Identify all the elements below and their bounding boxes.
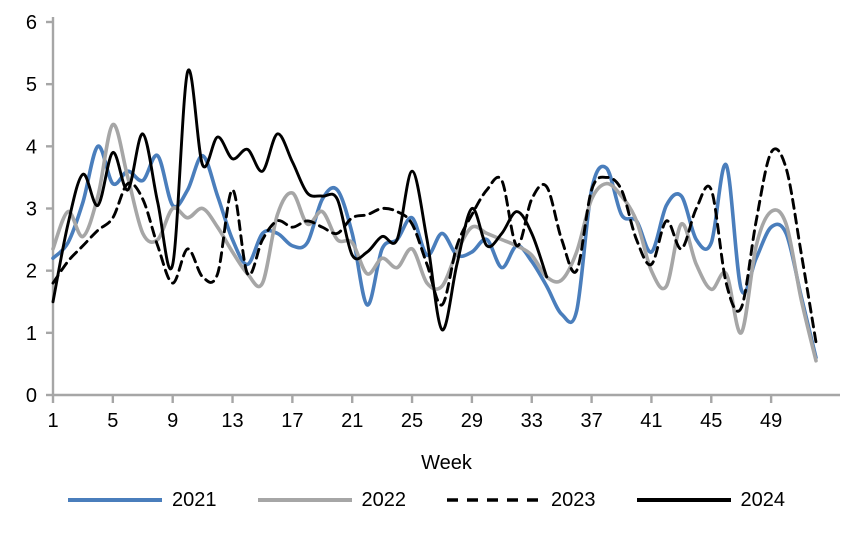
legend-label: 2022 [361,489,407,511]
legend-label: 2021 [172,489,217,511]
legend-swatch-2021 [68,498,162,502]
x-axis-ticks: 1 5 9 13 17 21 25 29 33 37 41 45 49 [47,395,782,432]
x-axis-title: Week [421,452,472,474]
x-tick-label: 1 [47,410,58,432]
x-tick-label: 9 [167,410,178,432]
y-axis-ticks: 0 1 2 3 4 5 6 [26,12,53,407]
legend-label: 2024 [740,489,786,511]
y-tick-label: 5 [26,74,37,96]
series-line-2021 [51,144,818,360]
legend: 2021 2022 2023 2024 [0,490,852,510]
legend-label: 2023 [551,489,596,511]
y-tick-label: 3 [26,199,37,221]
y-tick-label: 0 [26,385,37,407]
legend-swatch-2024 [636,498,731,502]
x-tick-label: 21 [341,410,363,432]
x-tick-label: 5 [107,410,118,432]
legend-item-2021: 2021 [67,490,217,510]
x-tick-label: 13 [221,410,243,432]
legend-swatch-2022 [257,498,352,502]
y-tick-label: 1 [26,323,37,345]
y-tick-label: 4 [26,136,37,158]
x-tick-label: 41 [640,410,662,432]
legend-item-2024: 2024 [636,489,786,511]
legend-swatch-2023 [447,498,541,502]
x-tick-label: 25 [401,410,423,432]
series-line-2024 [51,68,549,332]
series-line-2022 [51,122,818,363]
y-tick-label: 2 [26,261,37,283]
x-tick-label: 49 [760,410,782,432]
x-tick-label: 29 [461,410,483,432]
series-line-2023 [51,147,818,344]
legend-item-2023: 2023 [446,490,596,510]
axes [51,17,840,397]
x-tick-label: 45 [700,410,722,432]
x-tick-label: 33 [521,410,543,432]
x-tick-label: 37 [580,410,602,432]
y-tick-label: 6 [26,12,37,34]
x-tick-label: 17 [281,410,303,432]
legend-item-2022: 2022 [257,489,407,511]
